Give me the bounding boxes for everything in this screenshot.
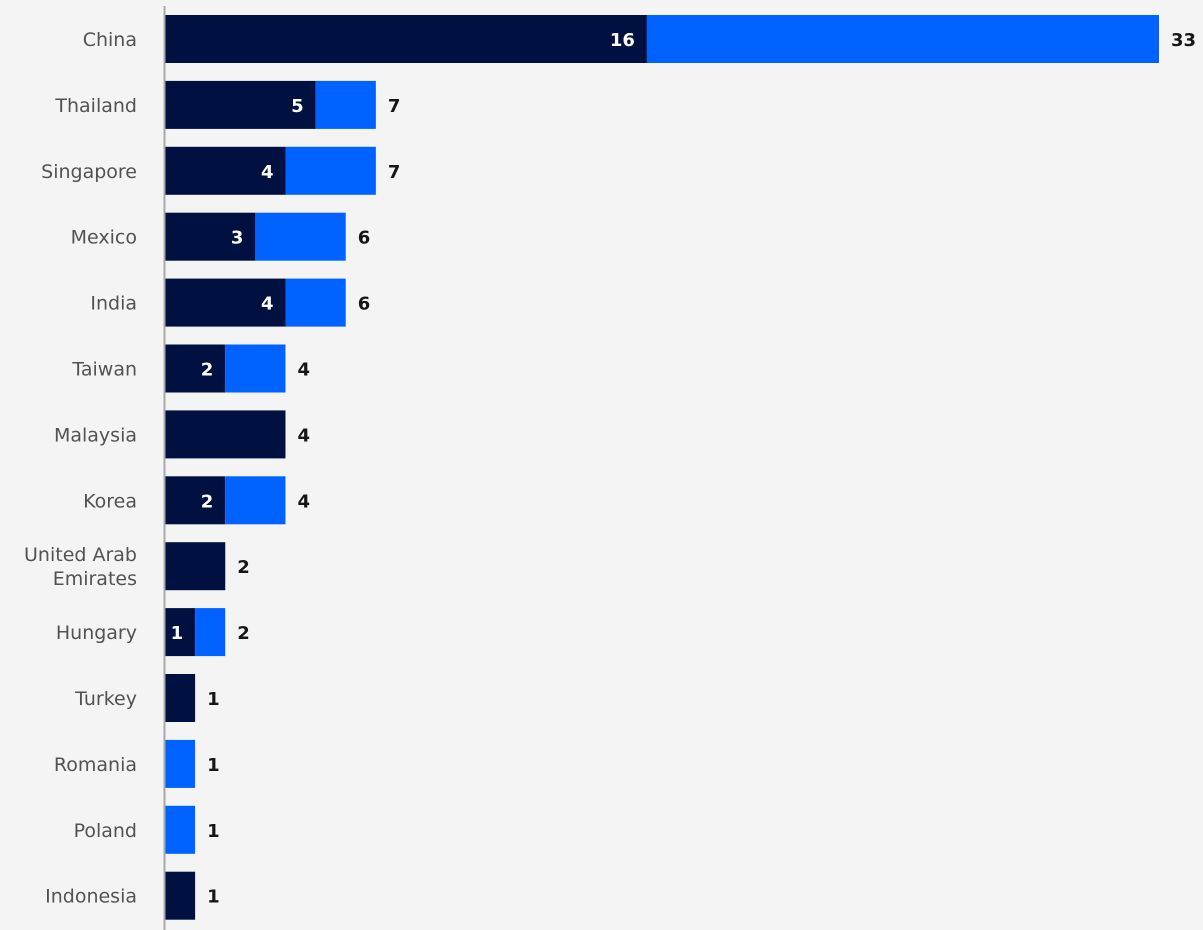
bar-segment-hungary-s1 <box>165 608 196 657</box>
bar-segment-malaysia-s1 <box>165 410 286 459</box>
bar-segment-china-s2 <box>646 15 1159 63</box>
category-label-poland: Poland <box>74 820 137 842</box>
total-label-singapore: 7 <box>388 162 401 183</box>
total-label-china: 33 <box>1171 30 1196 51</box>
total-label-turkey: 1 <box>207 689 220 710</box>
category-label-taiwan: Taiwan <box>71 359 137 381</box>
bars-group <box>165 15 1159 920</box>
total-label-taiwan: 4 <box>297 360 310 381</box>
bar-segment-united-arab-emirates-s1 <box>165 542 226 591</box>
bar-segment-turkey-s1 <box>165 674 196 722</box>
category-label-indonesia: Indonesia <box>45 886 137 908</box>
category-label-thailand: Thailand <box>54 95 137 117</box>
category-label-united-arab-emirates: United Arab Emirates <box>24 544 137 590</box>
bar-segment-taiwan-s1 <box>165 344 226 393</box>
total-label-poland: 1 <box>207 821 220 842</box>
total-label-korea: 4 <box>297 491 310 512</box>
segment-label-india: 4 <box>261 294 274 315</box>
segment-label-mexico: 3 <box>231 228 244 249</box>
bar-segment-taiwan-s2 <box>225 344 286 393</box>
category-label-turkey: Turkey <box>74 688 137 710</box>
total-label-thailand: 7 <box>388 96 401 117</box>
bar-segment-singapore-s2 <box>285 146 376 195</box>
total-label-indonesia: 1 <box>207 887 220 908</box>
total-label-mexico: 6 <box>358 228 371 249</box>
bar-segment-thailand-s2 <box>315 80 376 129</box>
bar-segment-korea-s2 <box>225 476 286 525</box>
total-label-romania: 1 <box>207 755 220 776</box>
total-label-united-arab-emirates: 2 <box>237 557 250 578</box>
bar-segment-korea-s1 <box>165 476 226 525</box>
category-label-china: China <box>83 29 137 51</box>
bar-segment-romania-s2 <box>165 739 196 788</box>
segment-label-hungary: 1 <box>171 623 184 644</box>
segment-label-singapore: 4 <box>261 162 274 183</box>
segment-label-thailand: 5 <box>291 96 304 117</box>
bar-segment-singapore-s1 <box>165 146 286 195</box>
category-label-malaysia: Malaysia <box>54 424 137 446</box>
category-label-india: India <box>90 293 137 315</box>
category-label-singapore: Singapore <box>41 161 137 183</box>
bar-segment-mexico-s1 <box>165 212 256 261</box>
category-label-romania: Romania <box>54 754 137 776</box>
category-label-mexico: Mexico <box>71 227 137 249</box>
category-label-hungary: Hungary <box>56 622 137 644</box>
total-label-india: 6 <box>358 294 371 315</box>
bar-segment-thailand-s1 <box>165 80 316 129</box>
bar-segment-indonesia-s1 <box>165 871 196 920</box>
total-label-hungary: 2 <box>237 623 250 644</box>
category-label-korea: Korea <box>83 490 137 512</box>
bar-segment-mexico-s2 <box>255 212 346 261</box>
total-label-malaysia: 4 <box>297 425 310 446</box>
segment-label-china: 16 <box>610 30 635 51</box>
bar-segment-poland-s2 <box>165 805 196 854</box>
segment-label-korea: 2 <box>201 491 214 512</box>
bar-segment-china-s1 <box>165 15 647 63</box>
bar-segment-hungary-s2 <box>195 608 226 657</box>
bar-segment-india-s1 <box>165 278 286 327</box>
bar-segment-india-s2 <box>285 278 346 327</box>
segment-label-taiwan: 2 <box>201 360 214 381</box>
